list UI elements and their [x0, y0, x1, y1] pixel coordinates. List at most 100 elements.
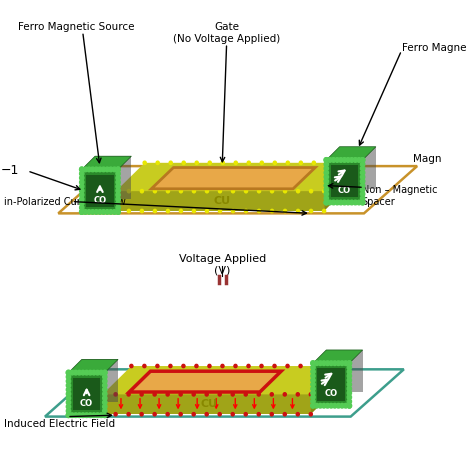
Circle shape [116, 175, 120, 180]
Circle shape [297, 190, 300, 193]
Circle shape [244, 412, 247, 416]
Polygon shape [311, 366, 339, 414]
Circle shape [353, 158, 357, 162]
Circle shape [322, 210, 326, 213]
Circle shape [66, 370, 71, 375]
Circle shape [80, 201, 84, 206]
Polygon shape [82, 169, 118, 212]
Polygon shape [95, 156, 131, 199]
Polygon shape [82, 359, 118, 402]
Circle shape [116, 184, 120, 189]
Circle shape [112, 167, 117, 172]
Circle shape [347, 369, 352, 374]
Circle shape [270, 393, 273, 396]
Circle shape [311, 361, 315, 365]
Circle shape [116, 201, 120, 206]
Circle shape [325, 403, 330, 408]
Circle shape [283, 210, 287, 213]
Circle shape [103, 392, 107, 396]
Circle shape [166, 412, 169, 416]
Text: Induced Electric Field: Induced Electric Field [4, 419, 115, 429]
Circle shape [322, 361, 326, 365]
Text: CU: CU [214, 196, 231, 206]
Circle shape [66, 379, 71, 383]
Circle shape [257, 190, 261, 193]
Circle shape [166, 210, 170, 213]
Circle shape [311, 399, 315, 404]
Circle shape [360, 162, 365, 166]
Circle shape [234, 365, 237, 368]
Circle shape [114, 190, 118, 193]
Circle shape [140, 393, 143, 396]
Circle shape [347, 382, 352, 387]
Circle shape [336, 403, 341, 408]
Polygon shape [326, 160, 363, 202]
Circle shape [311, 365, 315, 370]
Polygon shape [324, 163, 353, 211]
Circle shape [311, 374, 315, 378]
Circle shape [324, 187, 328, 192]
Circle shape [143, 365, 146, 368]
Circle shape [80, 175, 84, 180]
Text: CO: CO [338, 186, 351, 195]
Circle shape [221, 161, 224, 164]
Circle shape [310, 190, 313, 193]
Circle shape [179, 210, 182, 213]
Circle shape [325, 365, 328, 368]
Circle shape [357, 158, 361, 162]
Circle shape [349, 158, 354, 162]
Circle shape [336, 361, 341, 365]
Circle shape [342, 200, 346, 205]
Circle shape [218, 393, 221, 396]
Circle shape [273, 161, 276, 164]
Circle shape [114, 412, 117, 416]
Circle shape [324, 179, 328, 183]
Circle shape [296, 393, 300, 396]
Circle shape [247, 161, 250, 164]
Circle shape [105, 167, 109, 172]
Circle shape [80, 167, 84, 172]
Circle shape [116, 171, 120, 176]
Circle shape [103, 404, 107, 409]
Circle shape [80, 210, 84, 214]
Circle shape [328, 200, 332, 205]
Circle shape [324, 191, 328, 196]
Circle shape [346, 200, 350, 205]
Circle shape [273, 365, 276, 368]
Circle shape [103, 409, 107, 413]
Circle shape [347, 365, 352, 370]
Circle shape [103, 400, 107, 405]
Polygon shape [102, 366, 339, 394]
Circle shape [127, 412, 130, 416]
Circle shape [231, 393, 234, 396]
Circle shape [218, 412, 221, 416]
Circle shape [335, 158, 339, 162]
Circle shape [103, 370, 107, 375]
Circle shape [103, 370, 107, 375]
Circle shape [66, 413, 71, 418]
Circle shape [77, 370, 82, 375]
Circle shape [311, 403, 315, 408]
Circle shape [66, 392, 71, 396]
Circle shape [286, 365, 289, 368]
Circle shape [179, 412, 182, 416]
Circle shape [143, 161, 146, 164]
Circle shape [77, 413, 82, 418]
Circle shape [103, 396, 107, 401]
Circle shape [314, 403, 319, 408]
Circle shape [166, 190, 170, 193]
Circle shape [116, 180, 120, 184]
Circle shape [299, 365, 302, 368]
Polygon shape [116, 191, 324, 211]
Circle shape [324, 200, 328, 205]
Polygon shape [102, 394, 311, 414]
Circle shape [311, 403, 315, 408]
Circle shape [324, 170, 328, 175]
Circle shape [116, 192, 120, 197]
Circle shape [310, 210, 313, 213]
Circle shape [360, 166, 365, 171]
Circle shape [311, 361, 315, 365]
Circle shape [297, 210, 300, 213]
Circle shape [347, 378, 352, 383]
Circle shape [103, 383, 107, 388]
